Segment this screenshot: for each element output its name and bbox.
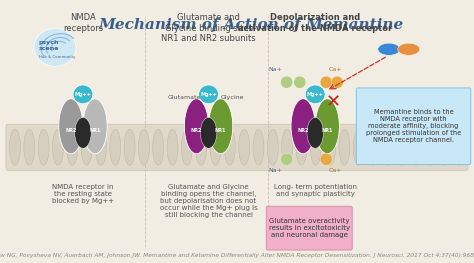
Ellipse shape — [184, 99, 209, 154]
Text: NR1: NR1 — [90, 128, 101, 133]
Ellipse shape — [182, 129, 192, 165]
Ellipse shape — [75, 118, 91, 148]
Ellipse shape — [83, 99, 107, 154]
Ellipse shape — [199, 85, 219, 104]
Text: Glutamate overactivity
results in excitotoxicity
and neuronal damage: Glutamate overactivity results in excito… — [269, 218, 350, 238]
Text: Memantine binds to the
NMDA receptor with
moderate affinity, blocking
prolonged : Memantine binds to the NMDA receptor wit… — [366, 109, 461, 143]
Ellipse shape — [396, 129, 407, 165]
Ellipse shape — [124, 129, 135, 165]
Ellipse shape — [38, 129, 49, 165]
Ellipse shape — [310, 129, 321, 165]
Ellipse shape — [410, 129, 421, 165]
FancyBboxPatch shape — [266, 206, 352, 250]
Ellipse shape — [196, 129, 207, 165]
Ellipse shape — [267, 129, 278, 165]
Ellipse shape — [153, 129, 164, 165]
Ellipse shape — [110, 129, 121, 165]
Ellipse shape — [320, 153, 332, 165]
Ellipse shape — [34, 28, 76, 66]
Ellipse shape — [315, 99, 339, 154]
Ellipse shape — [353, 129, 364, 165]
Ellipse shape — [398, 43, 419, 55]
Ellipse shape — [224, 129, 235, 165]
Ellipse shape — [325, 129, 336, 165]
Ellipse shape — [81, 129, 92, 165]
Ellipse shape — [425, 129, 436, 165]
Text: Ca+: Ca+ — [328, 168, 342, 173]
Text: Hub & Community: Hub & Community — [39, 55, 75, 59]
Text: Mg++: Mg++ — [200, 92, 217, 97]
FancyBboxPatch shape — [6, 124, 468, 170]
Ellipse shape — [24, 129, 35, 165]
Ellipse shape — [59, 99, 83, 154]
Ellipse shape — [439, 129, 450, 165]
Ellipse shape — [296, 129, 307, 165]
Text: NR2: NR2 — [297, 128, 309, 133]
Ellipse shape — [294, 76, 306, 88]
Text: Glutamate: Glutamate — [168, 95, 201, 100]
Text: Glasgow NG, Povysheva NV, Auerbach AM, Johnson JW. Memantine and Ketamine Differ: Glasgow NG, Povysheva NV, Auerbach AM, J… — [0, 253, 474, 258]
Ellipse shape — [239, 129, 250, 165]
Ellipse shape — [201, 118, 217, 148]
Ellipse shape — [9, 129, 20, 165]
Ellipse shape — [253, 129, 264, 165]
Ellipse shape — [209, 99, 233, 154]
Ellipse shape — [291, 99, 315, 154]
Ellipse shape — [331, 76, 343, 88]
Text: NMDA receptor in
the resting state
blocked by Mg++: NMDA receptor in the resting state block… — [52, 184, 114, 204]
Ellipse shape — [282, 129, 292, 165]
Ellipse shape — [138, 129, 149, 165]
Text: Glycine: Glycine — [221, 95, 245, 100]
Text: Ca+: Ca+ — [328, 67, 342, 72]
Ellipse shape — [305, 85, 325, 104]
Text: Mg++: Mg++ — [307, 92, 324, 97]
Text: NMDA
receptors: NMDA receptors — [63, 13, 103, 33]
Ellipse shape — [454, 129, 465, 165]
Text: psych
scene: psych scene — [39, 40, 60, 51]
Text: NR1: NR1 — [215, 128, 227, 133]
Ellipse shape — [378, 43, 400, 55]
Ellipse shape — [53, 129, 64, 165]
Text: Glutamate and
Glycine binding sites
NR1 and NR2 subunits: Glutamate and Glycine binding sites NR1 … — [161, 13, 256, 43]
Text: Na+: Na+ — [269, 168, 283, 173]
Text: Mechanism of Action of Memantine: Mechanism of Action of Memantine — [99, 18, 404, 32]
Text: NR2: NR2 — [191, 128, 202, 133]
Text: Long- term potentiation
and synaptic plasticity: Long- term potentiation and synaptic pla… — [273, 184, 357, 197]
Text: ✕: ✕ — [325, 93, 340, 111]
Text: NR1: NR1 — [322, 128, 333, 133]
Text: Na+: Na+ — [269, 67, 283, 72]
Text: NR2: NR2 — [65, 128, 76, 133]
Ellipse shape — [210, 129, 221, 165]
FancyBboxPatch shape — [356, 88, 471, 165]
Ellipse shape — [167, 129, 178, 165]
Text: Depolarization and
activation of the NMDA receptor: Depolarization and activation of the NMD… — [238, 13, 392, 33]
Text: Mg++: Mg++ — [74, 92, 91, 97]
Ellipse shape — [307, 118, 323, 148]
Ellipse shape — [320, 76, 332, 88]
Ellipse shape — [367, 129, 379, 165]
Ellipse shape — [281, 76, 292, 88]
Ellipse shape — [73, 85, 93, 104]
Ellipse shape — [95, 129, 107, 165]
Ellipse shape — [382, 129, 393, 165]
Ellipse shape — [281, 153, 292, 165]
Ellipse shape — [67, 129, 78, 165]
Ellipse shape — [339, 129, 350, 165]
Text: Glutamate and Glycine
binding opens the channel,
but depolarisation does not
occ: Glutamate and Glycine binding opens the … — [160, 184, 257, 218]
